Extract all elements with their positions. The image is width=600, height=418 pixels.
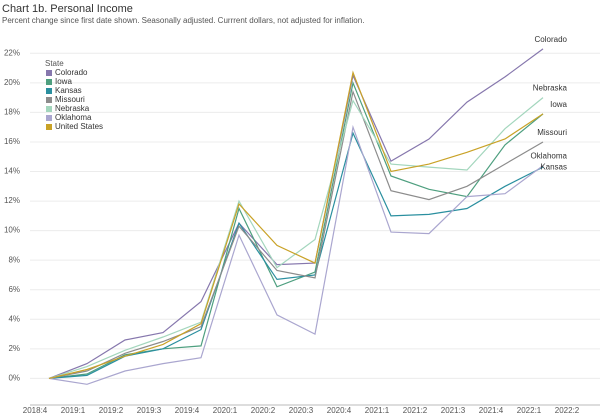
- y-tick-label: 20%: [4, 78, 20, 87]
- x-tick-label: 2018:4: [23, 406, 48, 415]
- legend-title: State: [45, 59, 64, 68]
- series-line: [48, 89, 544, 379]
- x-tick-label: 2021:4: [479, 406, 504, 415]
- series-line: [48, 131, 544, 379]
- end-label: Kansas: [540, 163, 567, 172]
- legend-swatch: [46, 124, 52, 130]
- y-tick-label: 6%: [8, 285, 20, 294]
- y-tick-label: 4%: [8, 314, 20, 323]
- end-label: Oklahoma: [531, 152, 568, 161]
- x-tick-label: 2019:2: [99, 406, 124, 415]
- x-tick-label: 2021:2: [403, 406, 428, 415]
- x-tick-label: 2020:1: [213, 406, 238, 415]
- legend-label: Nebraska: [55, 104, 90, 113]
- chart-subtitle: Percent change since first date shown. S…: [2, 16, 364, 25]
- x-tick-label: 2022:1: [517, 406, 542, 415]
- x-tick-label: 2020:2: [251, 406, 276, 415]
- end-label: Missouri: [537, 128, 567, 137]
- end-label: Colorado: [535, 35, 568, 44]
- end-label: Nebraska: [533, 84, 568, 93]
- legend-swatch: [46, 115, 52, 121]
- y-tick-label: 0%: [8, 374, 20, 383]
- series-line: [48, 48, 544, 379]
- x-tick-label: 2021:3: [441, 406, 466, 415]
- end-label: Iowa: [550, 100, 567, 109]
- y-tick-label: 18%: [4, 108, 20, 117]
- legend-label: Kansas: [55, 86, 82, 95]
- x-tick-label: 2019:3: [137, 406, 162, 415]
- legend-swatch: [46, 70, 52, 76]
- legend-swatch: [46, 88, 52, 94]
- series-line: [48, 124, 544, 385]
- series-line: [48, 97, 544, 379]
- legend-swatch: [46, 106, 52, 112]
- y-tick-label: 16%: [4, 137, 20, 146]
- y-tick-label: 8%: [8, 255, 20, 264]
- x-tick-label: 2022:2: [555, 406, 580, 415]
- y-tick-label: 2%: [8, 344, 20, 353]
- y-tick-label: 10%: [4, 226, 20, 235]
- legend-label: Missouri: [55, 95, 85, 104]
- y-tick-label: 14%: [4, 167, 20, 176]
- chart-title: Chart 1b. Personal Income: [2, 3, 133, 15]
- x-tick-label: 2019:1: [61, 406, 86, 415]
- x-tick-label: 2019:4: [175, 406, 200, 415]
- x-tick-label: 2020:4: [327, 406, 352, 415]
- legend-swatch: [46, 97, 52, 103]
- series-line: [48, 70, 544, 379]
- y-tick-label: 22%: [4, 48, 20, 57]
- legend-label: Colorado: [55, 68, 88, 77]
- legend-label: United States: [55, 122, 103, 131]
- x-tick-label: 2021:1: [365, 406, 390, 415]
- y-tick-label: 12%: [4, 196, 20, 205]
- legend-label: Iowa: [55, 77, 72, 86]
- x-tick-label: 2020:3: [289, 406, 314, 415]
- legend-swatch: [46, 79, 52, 85]
- legend-label: Oklahoma: [55, 113, 92, 122]
